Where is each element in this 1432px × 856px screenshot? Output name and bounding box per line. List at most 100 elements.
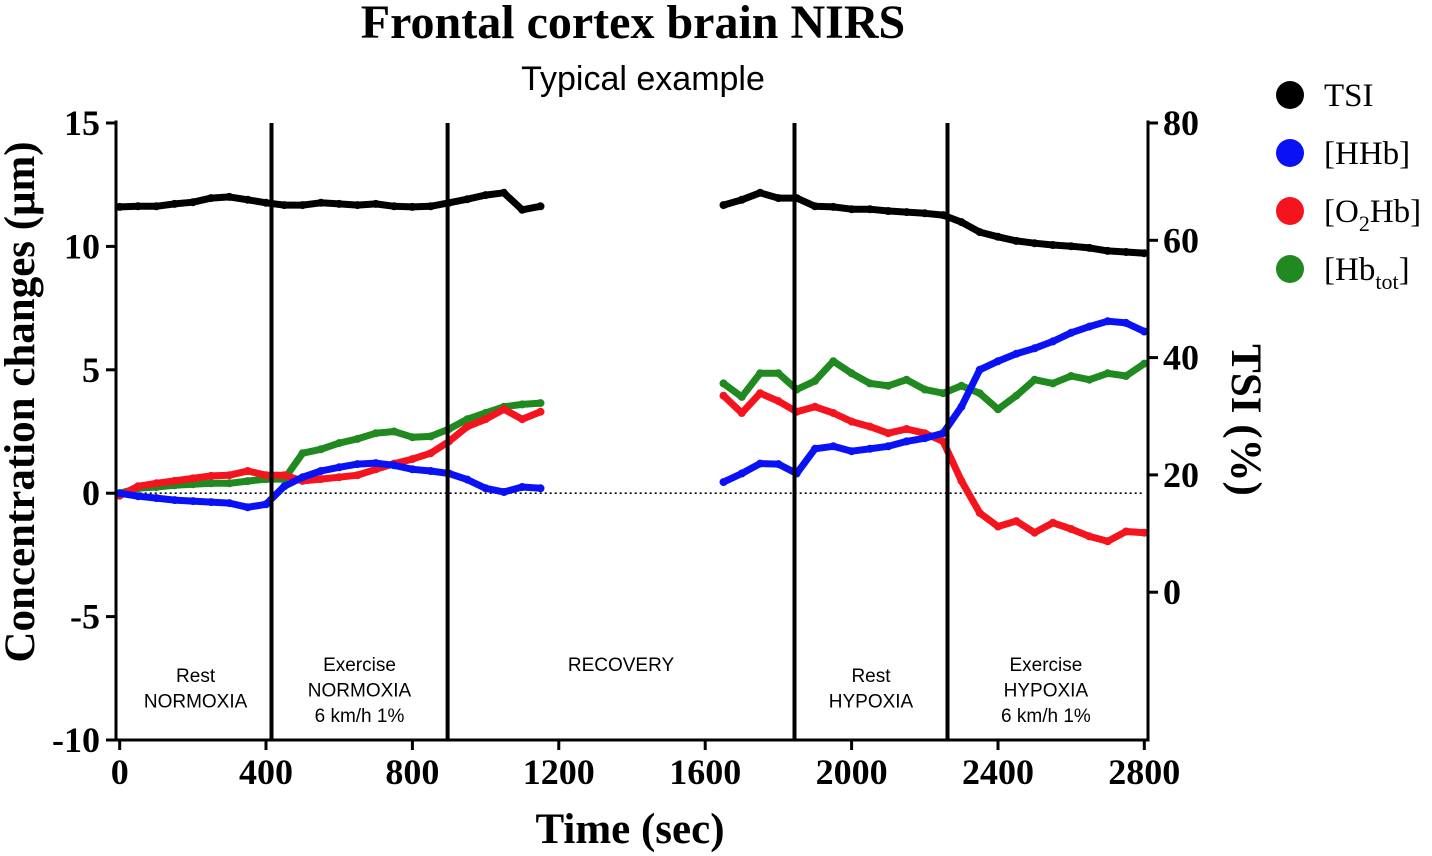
data-point-tsi [865, 205, 874, 214]
data-point-o2hb [353, 471, 362, 480]
data-point-hbtot [243, 477, 252, 486]
x-tick-label: 0 [111, 752, 129, 792]
data-point-o2hb [865, 422, 874, 431]
data-point-o2hb [243, 467, 252, 475]
y-tick-label-left: 5 [82, 350, 100, 390]
y-tick-label-left: -5 [70, 597, 100, 637]
phase-label-line: Rest [851, 666, 891, 687]
data-point-o2hb [1103, 537, 1112, 546]
legend-label-hhb: [HHb] [1324, 136, 1410, 172]
series-line-tsi-segment-2 [720, 189, 1148, 257]
data-point-tsi [390, 202, 399, 211]
data-point-o2hb [884, 429, 893, 438]
data-point-tsi [1012, 236, 1021, 245]
data-point-hhb [1030, 344, 1039, 353]
data-point-hbtot [353, 434, 362, 443]
data-point-hbtot [829, 357, 838, 366]
data-point-tsi [335, 199, 344, 208]
y-tick-label-left: -10 [52, 720, 100, 760]
data-point-o2hb [499, 405, 508, 414]
data-point-hhb [811, 444, 819, 453]
y-tick-label-right: 80 [1163, 103, 1199, 143]
data-point-hhb [170, 496, 179, 505]
data-point-hhb [1122, 318, 1130, 327]
data-point-tsi [298, 201, 307, 210]
data-point-hhb [390, 461, 399, 470]
data-point-o2hb [1085, 532, 1094, 541]
legend-label-part: ] [1399, 252, 1410, 288]
phase-label-1: Rest NORMOXIA [144, 666, 248, 713]
series-line-hhb-segment-2 [720, 317, 1148, 486]
data-point-tsi [188, 198, 197, 207]
x-axis-title: Time (sec) [535, 806, 724, 853]
data-point-hbtot [884, 381, 893, 390]
data-point-hhb [1012, 349, 1021, 358]
data-point-o2hb [847, 417, 856, 426]
phase-label-line: HYPOXIA [1004, 681, 1089, 702]
legend-label-o2hb: [O2Hb] [1324, 194, 1421, 236]
data-point-o2hb [207, 471, 216, 480]
data-point-hbtot [1140, 359, 1149, 368]
legend-item-o2hb: [O2Hb] [1276, 194, 1421, 236]
data-point-tsi [152, 202, 161, 211]
data-point-hbtot [463, 415, 472, 424]
data-point-hbtot [939, 389, 948, 398]
data-point-tsi [1085, 243, 1094, 252]
data-point-tsi [499, 188, 508, 197]
chart-subtitle: Typical example [521, 60, 765, 98]
data-point-hhb [939, 429, 948, 438]
data-point-hbtot [188, 480, 197, 489]
phase-label-4: Rest HYPOXIA [829, 666, 914, 713]
legend-label-part: [O [1324, 194, 1359, 230]
data-point-o2hb [463, 422, 472, 431]
data-point-tsi [737, 195, 746, 204]
data-point-hhb [884, 442, 893, 451]
data-point-hbtot [1085, 375, 1094, 384]
data-point-tsi [207, 194, 216, 203]
data-point-hhb [115, 489, 124, 498]
y-axis-title-left: Concentration changes (μm) [0, 141, 44, 662]
data-point-hbtot [737, 392, 746, 401]
legend-marker-hbtot [1276, 255, 1304, 283]
series-hbtot [115, 357, 1149, 498]
data-point-hhb [902, 437, 911, 446]
data-point-tsi [371, 199, 380, 208]
data-point-o2hb [774, 397, 783, 406]
data-point-o2hb [1140, 528, 1149, 537]
data-point-hhb [426, 467, 435, 475]
phase-label-line: RECOVERY [568, 655, 675, 676]
data-point-tsi [518, 205, 527, 214]
data-point-o2hb [1048, 518, 1057, 527]
data-point-hhb [298, 473, 307, 482]
data-point-o2hb [134, 482, 142, 491]
phase-label-3: RECOVERY [568, 655, 675, 676]
data-point-hbtot [225, 479, 234, 488]
data-point-hhb [371, 459, 380, 468]
data-point-hbtot [207, 479, 216, 488]
data-point-hhb [188, 497, 197, 506]
chart-title: Frontal cortex brain NIRS [361, 0, 905, 49]
phase-label-2: Exercise NORMOXIA 6 km/h 1% [308, 655, 412, 727]
legend-item-hhb: [HHb] [1276, 136, 1410, 172]
data-point-o2hb [518, 415, 527, 424]
x-tick-label: 2800 [1108, 752, 1180, 792]
data-point-hhb [1140, 327, 1149, 336]
legend-marker-tsi [1276, 81, 1304, 109]
data-point-tsi [975, 228, 984, 237]
data-point-o2hb [536, 407, 545, 416]
data-point-hhb [225, 499, 234, 508]
data-point-o2hb [719, 391, 728, 400]
data-point-o2hb [170, 476, 179, 485]
y-tick-label-right: 40 [1163, 338, 1199, 378]
data-point-hhb [1085, 322, 1094, 331]
data-point-tsi [280, 201, 289, 210]
y-tick-label-right: 20 [1163, 455, 1199, 495]
data-point-hbtot [316, 445, 325, 454]
data-point-tsi [774, 194, 783, 203]
data-point-hhb [774, 460, 783, 469]
data-point-tsi [225, 192, 234, 201]
data-point-o2hb [994, 522, 1002, 531]
phase-label-line: HYPOXIA [829, 692, 914, 713]
data-point-tsi [756, 188, 765, 197]
